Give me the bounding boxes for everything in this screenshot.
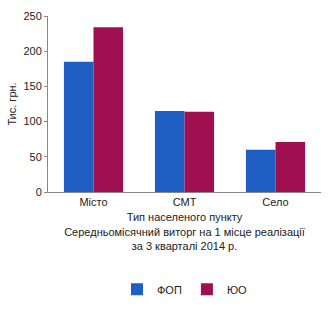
svg-text:50: 50 [30,151,42,163]
svg-text:200: 200 [23,45,41,57]
svg-text:ЮО: ЮО [227,284,247,296]
svg-text:100: 100 [23,115,41,127]
svg-text:Місто: Місто [79,196,107,208]
svg-text:0: 0 [36,186,42,198]
svg-text:250: 250 [23,10,41,22]
svg-text:Тис. грн.: Тис. грн. [6,82,18,125]
svg-text:Село: Село [262,196,288,208]
svg-text:ФОП: ФОП [157,284,182,296]
svg-text:Тип населеного пунктуСередньом: Тип населеного пунктуСередньомісячний ви… [64,211,305,252]
svg-text:СМТ: СМТ [173,196,197,208]
svg-text:150: 150 [23,80,41,92]
